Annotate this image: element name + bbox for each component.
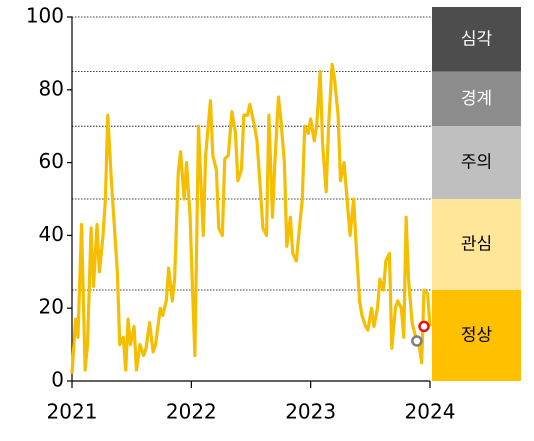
y-tick-label: 0 — [51, 368, 64, 392]
band — [432, 7, 521, 72]
band — [432, 290, 521, 381]
band-label: 관심 — [461, 235, 492, 255]
y-tick-label: 40 — [39, 222, 64, 246]
y-tick-label: 80 — [39, 76, 64, 100]
y-tick-label: 60 — [39, 149, 64, 173]
band — [432, 199, 521, 290]
x-tick-label: 2024 — [405, 400, 456, 424]
y-tick-label: 100 — [26, 4, 64, 28]
marker — [411, 335, 423, 347]
band-label: 경계 — [461, 89, 492, 109]
marker — [418, 320, 430, 333]
band-label: 심각 — [461, 29, 493, 49]
x-tick-label: 2023 — [285, 400, 336, 424]
x-tick-label: 2021 — [47, 400, 98, 424]
data-line — [70, 62, 432, 374]
x-tick-label: 2022 — [166, 400, 217, 424]
band — [432, 71, 521, 127]
band-label: 정상 — [461, 326, 493, 346]
y-tick-label: 20 — [39, 295, 64, 319]
band — [432, 126, 521, 199]
band-label: 주의 — [461, 153, 492, 173]
